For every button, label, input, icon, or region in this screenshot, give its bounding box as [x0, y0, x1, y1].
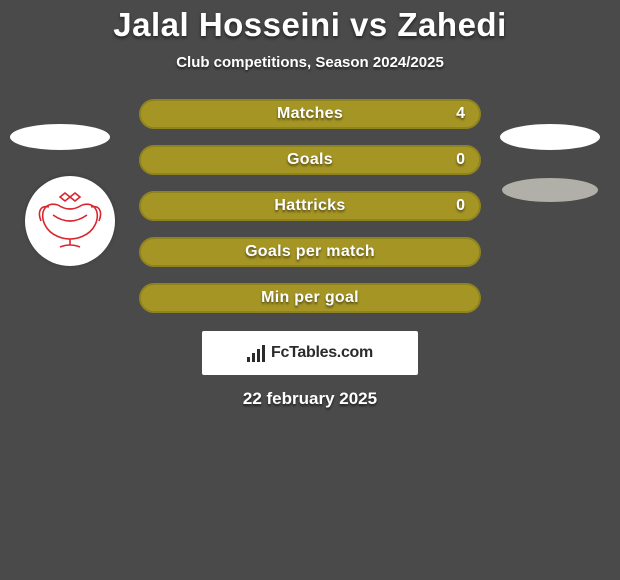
stat-label: Goals per match	[245, 243, 375, 261]
stat-value: 0	[456, 197, 465, 215]
stat-row: Goals per match	[139, 237, 481, 267]
stat-label: Min per goal	[261, 289, 359, 307]
stat-row: Min per goal	[139, 283, 481, 313]
stat-value: 0	[456, 151, 465, 169]
decorative-ellipse	[500, 124, 600, 150]
stat-value: 4	[456, 105, 465, 123]
brand-bars-icon	[247, 344, 265, 362]
page-title: Jalal Hosseini vs Zahedi	[0, 0, 620, 44]
brand-text: FcTables.com	[271, 344, 373, 362]
decorative-ellipse	[10, 124, 110, 150]
stat-label: Matches	[277, 105, 343, 123]
brand-logo: FcTables.com	[202, 331, 418, 375]
trophy-icon	[35, 191, 105, 251]
subtitle: Club competitions, Season 2024/2025	[0, 54, 620, 71]
stat-row: Hattricks 0	[139, 191, 481, 221]
date-text: 22 february 2025	[0, 389, 620, 409]
stat-label: Goals	[287, 151, 333, 169]
stat-row: Goals 0	[139, 145, 481, 175]
stat-label: Hattricks	[274, 197, 345, 215]
club-badge	[25, 176, 115, 266]
stat-row: Matches 4	[139, 99, 481, 129]
decorative-ellipse	[502, 178, 598, 202]
